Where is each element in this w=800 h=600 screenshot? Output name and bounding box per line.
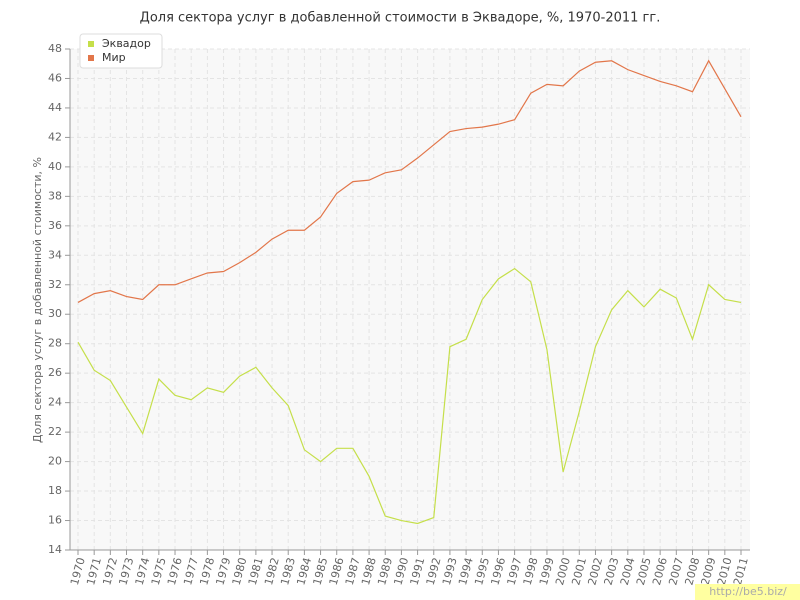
watermark: http://be5.biz/ [709,585,787,598]
watermark-bg [695,584,800,600]
legend-label: Мир [102,51,126,64]
y-tick-label: 48 [48,42,62,55]
y-tick-label: 42 [48,130,62,143]
y-tick-label: 22 [48,425,62,438]
series-line [77,59,742,303]
grid: 1416182022242628303234363840424446481970… [48,42,751,587]
y-tick-label: 20 [48,455,62,468]
y-tick-label: 46 [48,71,62,84]
y-tick-label: 26 [48,366,62,379]
series-line [77,267,742,525]
y-tick-label: 18 [48,484,62,497]
y-tick-label: 34 [48,248,62,261]
chart-title: Доля сектора услуг в добавленной стоимос… [140,11,661,26]
y-axis-label: Доля сектора услуг в добавленной стоимос… [31,157,44,443]
legend-box [79,33,163,69]
y-tick-label: 44 [48,101,62,114]
legend-label: Эквадор [102,37,151,50]
y-tick-label: 28 [48,337,62,350]
y-tick-label: 38 [48,189,62,202]
plot-area [70,49,750,550]
y-tick-label: 14 [48,543,62,556]
y-tick-label: 30 [48,307,62,320]
y-tick-label: 24 [48,396,62,409]
y-tick-label: 40 [48,160,62,173]
y-tick-label: 36 [48,219,62,232]
legend-swatch [88,41,94,47]
y-tick-label: 16 [48,514,62,527]
y-tick-label: 32 [48,278,62,291]
legend-swatch [88,55,94,61]
lines [77,59,742,525]
